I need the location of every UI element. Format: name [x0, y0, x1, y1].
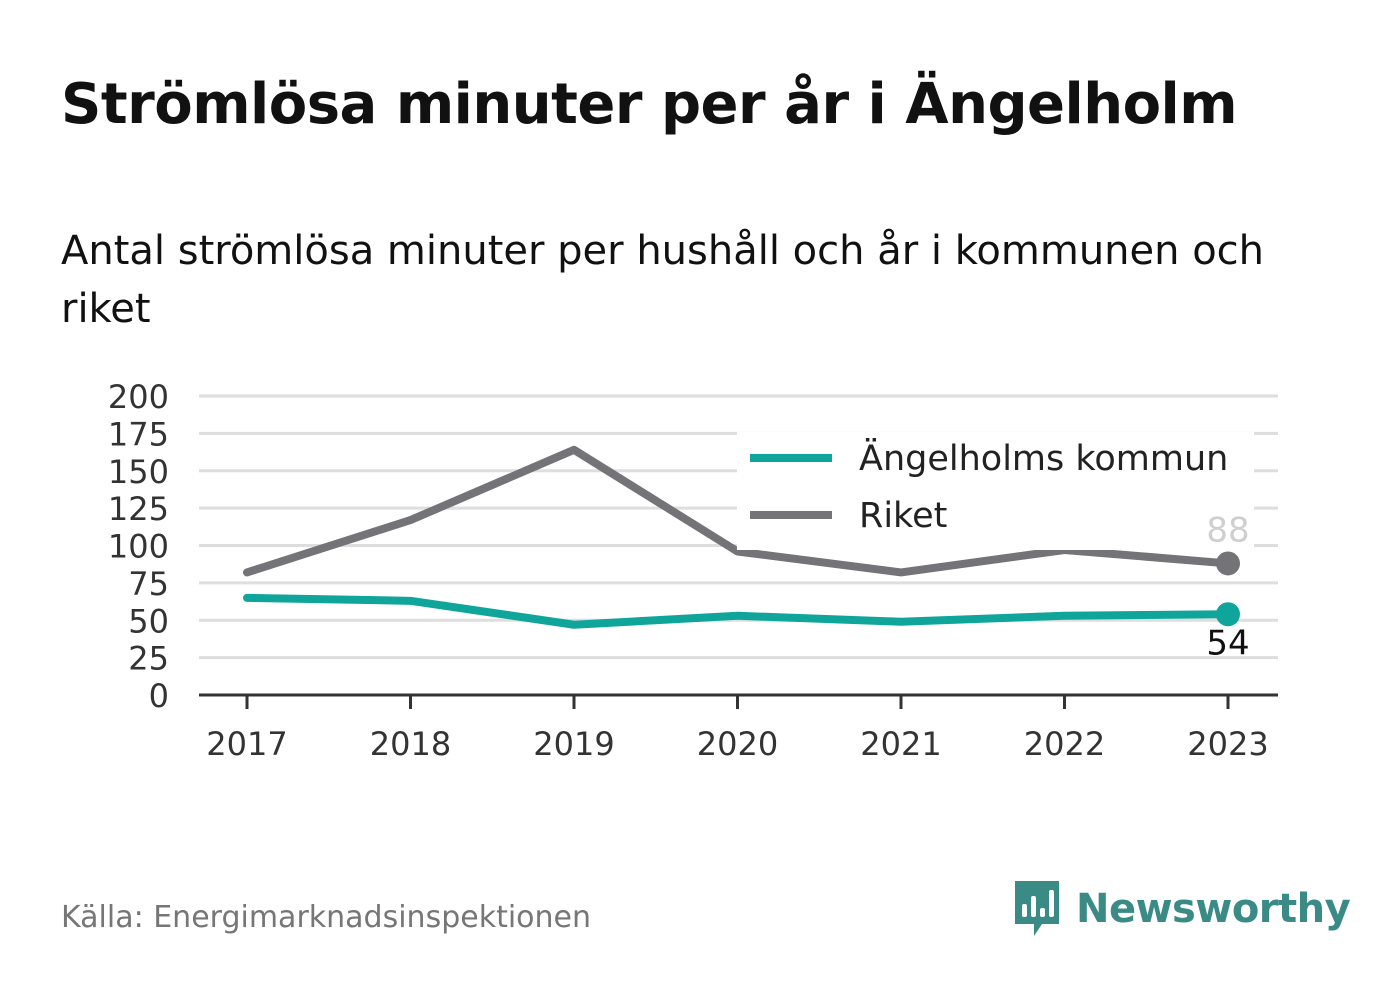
- legend-entry: Ängelholms kommun: [859, 437, 1228, 479]
- x-tick-label: 2018: [370, 725, 451, 763]
- x-tick-label: 2019: [533, 725, 614, 763]
- chart-subtitle: Antal strömlösa minuter per hushåll och …: [61, 228, 1265, 332]
- brand-logo: Newsworthy: [1012, 878, 1351, 940]
- brand-name: Newsworthy: [1076, 886, 1351, 932]
- y-tick-label: 50: [128, 602, 169, 640]
- x-axis: 2017 2018 2019 2020 2021 2022 2023: [199, 693, 1278, 763]
- newsworthy-logo-icon: [1015, 881, 1059, 936]
- y-tick-label: 25: [128, 640, 169, 678]
- legend-background: [737, 432, 1254, 550]
- data-label-end: 88: [1206, 510, 1249, 550]
- series-line-0: [243, 593, 1232, 629]
- x-tick-label: 2023: [1187, 725, 1268, 763]
- y-tick-label: 100: [108, 528, 169, 566]
- end-labels: 54 88: [1206, 510, 1249, 663]
- source-note: Källa: Energimarknadsinspektionen: [61, 900, 592, 935]
- legend-entry: Riket: [859, 496, 947, 536]
- x-tick-label: 2022: [1024, 725, 1105, 763]
- data-label-end: 54: [1206, 623, 1249, 663]
- chart-title: Strömlösa minuter per år i Ängelholm: [61, 72, 1238, 137]
- y-tick-label: 175: [108, 415, 169, 453]
- y-tick-label: 200: [108, 378, 169, 416]
- series-end-point-1: [1216, 551, 1240, 576]
- legend: Ängelholms kommun Riket: [737, 432, 1254, 550]
- y-tick-label: 150: [108, 453, 169, 491]
- x-tick-label: 2020: [697, 725, 778, 763]
- y-tick-label: 0: [149, 677, 169, 715]
- x-tick-label: 2021: [860, 725, 941, 763]
- x-tick-label: 2017: [206, 725, 287, 763]
- y-tick-label: 75: [128, 565, 169, 603]
- series-end-point-0: [1216, 602, 1240, 627]
- y-tick-label: 125: [108, 490, 169, 528]
